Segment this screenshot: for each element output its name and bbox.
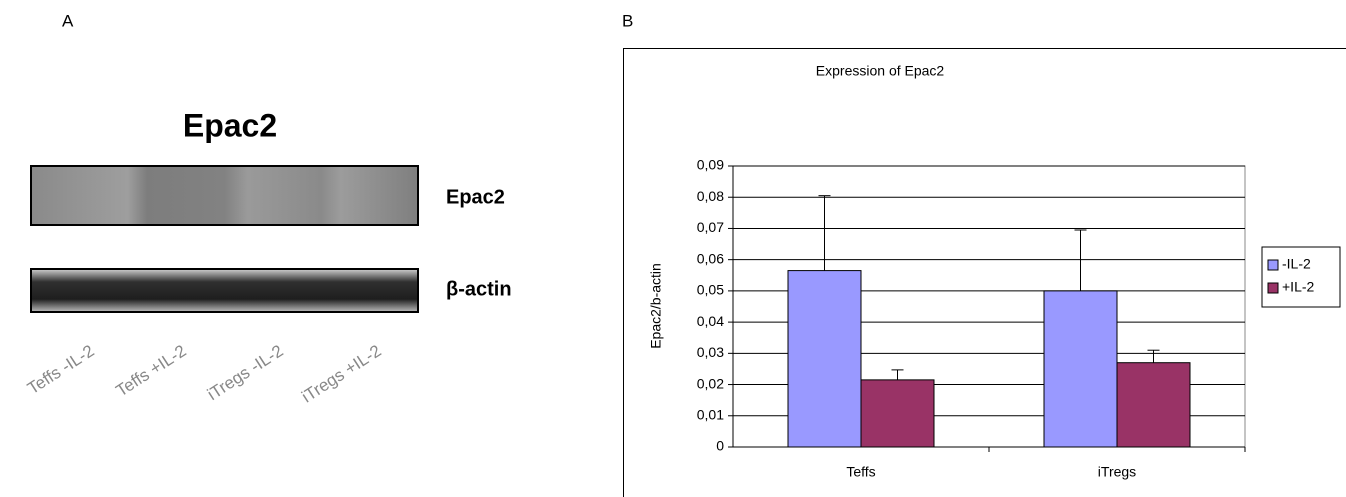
- y-tick-label: 0,01: [697, 406, 724, 422]
- y-axis-label: Epac2/b-actin: [648, 263, 664, 349]
- lane-label: iTregs -IL-2: [204, 341, 287, 404]
- y-tick-label: 0,06: [697, 250, 724, 266]
- y-tick-label: 0,08: [697, 188, 724, 204]
- y-tick-label: 0,05: [697, 282, 724, 298]
- x-tick-label: iTregs: [1098, 464, 1136, 480]
- lane-label: Teffs -IL-2: [24, 341, 97, 398]
- panel-label: A: [62, 11, 74, 30]
- legend-label: -IL-2: [1282, 256, 1311, 272]
- figure: A Epac2 Epac2 β-actin Teffs -IL-2 Teffs …: [0, 0, 1346, 497]
- y-tick-label: 0,04: [697, 313, 724, 329]
- bar: [1117, 363, 1190, 447]
- y-tick-label: 0,03: [697, 344, 724, 360]
- legend-label: +IL-2: [1282, 279, 1315, 295]
- bar: [1044, 291, 1117, 447]
- lane-labels: Teffs -IL-2 Teffs +IL-2 iTregs -IL-2 iTr…: [24, 341, 384, 406]
- panel-label: B: [622, 11, 633, 30]
- y-tick-label: 0,02: [697, 375, 724, 391]
- y-tick-label: 0,09: [697, 157, 724, 173]
- legend-swatch: [1268, 283, 1278, 293]
- y-tick-label: 0,07: [697, 219, 724, 235]
- chart-title: Expression of Epac2: [816, 63, 945, 79]
- band-label: Epac2: [446, 186, 505, 208]
- y-tick-label: 0: [716, 438, 724, 454]
- blot-title: Epac2: [183, 107, 277, 143]
- blot-band: [31, 269, 418, 312]
- x-tick-label: Teffs: [846, 464, 875, 480]
- band-label: β-actin: [446, 278, 512, 300]
- blot-band: [31, 166, 418, 225]
- bar: [788, 271, 861, 447]
- bar: [861, 380, 934, 447]
- legend-swatch: [1268, 260, 1278, 270]
- lane-label: iTregs +IL-2: [298, 341, 384, 406]
- lane-label: Teffs +IL-2: [113, 341, 190, 400]
